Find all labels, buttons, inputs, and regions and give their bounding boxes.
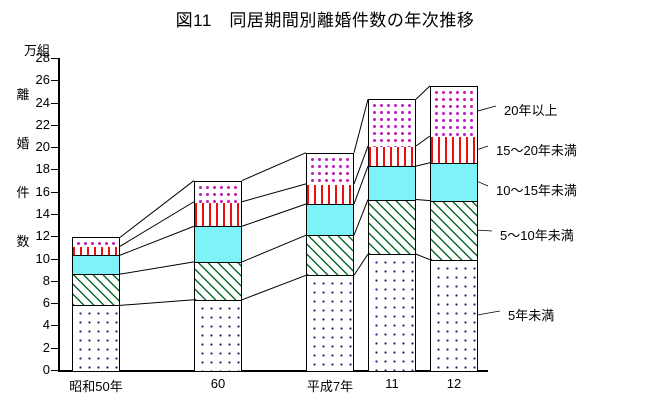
bar-segment-5年未満 [369, 255, 415, 371]
bar-segment-5〜10年未満 [369, 200, 415, 256]
legend-item-under5: 5年未満 [508, 308, 555, 323]
y-axis-caption-char-2: 件 [16, 185, 30, 200]
y-tick-label-4: 4 [42, 317, 50, 333]
y-tick-12 [51, 236, 58, 238]
bar-平成7年 [306, 152, 354, 371]
legend-item-5to10: 5〜10年未満 [500, 228, 574, 243]
bar-segment-20年以上 [307, 153, 353, 185]
bar-segment-15〜20年未満 [307, 184, 353, 205]
y-axis-unit-label: 万組 [24, 43, 51, 58]
y-axis-caption-char-1: 婚 [16, 136, 30, 151]
x-label-昭和50年: 昭和50年 [69, 379, 123, 394]
bar-segment-5〜10年未満 [307, 236, 353, 277]
y-tick-6 [51, 303, 58, 305]
bar-segment-20年以上 [369, 100, 415, 148]
bar-segment-5〜10年未満 [73, 275, 119, 307]
plot-area: 昭和50年 60 平成7年 11 12 [51, 58, 488, 394]
bar-12 [430, 85, 478, 371]
y-tick-24 [51, 102, 58, 104]
y-tick-label-10: 10 [35, 250, 50, 266]
y-axis-caption-char-3: 数 [16, 234, 30, 249]
y-tick-4 [51, 325, 58, 327]
y-tick-label-16: 16 [35, 183, 50, 199]
legend-item-15to20: 15〜20年未満 [496, 143, 577, 158]
x-label-60: 60 [210, 376, 226, 391]
y-tick-label-26: 26 [35, 72, 50, 88]
y-axis-tick-labels: 0 2 4 6 8 10 12 14 16 18 20 22 24 26 28 [22, 51, 50, 376]
bar-昭和50年 [72, 237, 120, 371]
y-tick-label-20: 20 [35, 139, 50, 155]
y-tick-label-12: 12 [35, 228, 50, 244]
y-axis-ticks [51, 58, 488, 372]
bar-segment-20年以上 [195, 181, 241, 203]
y-tick-label-18: 18 [35, 161, 50, 177]
x-axis-line [58, 370, 488, 372]
bar-segment-10〜15年未満 [195, 227, 241, 263]
bar-segment-5〜10年未満 [431, 201, 477, 261]
bar-segment-15〜20年未満 [431, 137, 477, 164]
y-axis-line [58, 58, 60, 372]
bar-segment-5〜10年未満 [195, 262, 241, 301]
bar-segment-5年未満 [307, 276, 353, 371]
bar-segment-20年以上 [73, 238, 119, 248]
bar-segment-15〜20年未満 [73, 247, 119, 257]
x-label-12: 12 [446, 376, 462, 391]
legend-item-10to15: 10〜15年未満 [496, 183, 577, 198]
y-tick-10 [51, 258, 58, 260]
legend-item-20plus: 20年以上 [504, 103, 558, 118]
y-tick-26 [51, 80, 58, 82]
y-tick-16 [51, 191, 58, 193]
y-tick-22 [51, 124, 58, 126]
bar-60 [194, 180, 242, 371]
y-tick-0 [51, 370, 58, 371]
y-tick-label-28: 28 [35, 50, 50, 65]
x-label-11: 11 [385, 376, 399, 391]
bar-segment-5年未満 [73, 306, 119, 371]
y-tick-label-6: 6 [42, 295, 50, 311]
bar-segment-5年未満 [431, 260, 477, 371]
y-tick-label-14: 14 [35, 206, 50, 221]
x-label-平成7年: 平成7年 [306, 379, 354, 394]
y-tick-8 [51, 280, 58, 282]
y-tick-label-24: 24 [35, 94, 50, 110]
bar-segment-10〜15年未満 [369, 167, 415, 201]
y-tick-label-2: 2 [42, 339, 50, 355]
bar-segment-10〜15年未満 [431, 163, 477, 202]
y-tick-label-0: 0 [42, 362, 50, 377]
y-tick-label-22: 22 [35, 116, 50, 132]
y-tick-label-8: 8 [42, 272, 50, 288]
y-tick-28 [51, 58, 58, 59]
y-tick-18 [51, 169, 58, 171]
y-axis-caption: 離 婚 件 数 [14, 88, 32, 284]
chart-title: 図11 同居期間別離婚件数の年次推移 [175, 11, 475, 30]
bar-segment-15〜20年未満 [369, 147, 415, 168]
y-axis-caption-char-0: 離 [16, 87, 30, 102]
bar-segment-10〜15年未満 [307, 204, 353, 237]
bar-segment-20年以上 [431, 86, 477, 137]
y-tick-20 [51, 147, 58, 149]
bar-segment-10〜15年未満 [73, 256, 119, 276]
bar-segment-15〜20年未満 [195, 202, 241, 228]
y-tick-14 [51, 214, 58, 215]
bar-segment-5年未満 [195, 300, 241, 371]
bar-11 [368, 99, 416, 371]
y-tick-2 [51, 347, 58, 349]
